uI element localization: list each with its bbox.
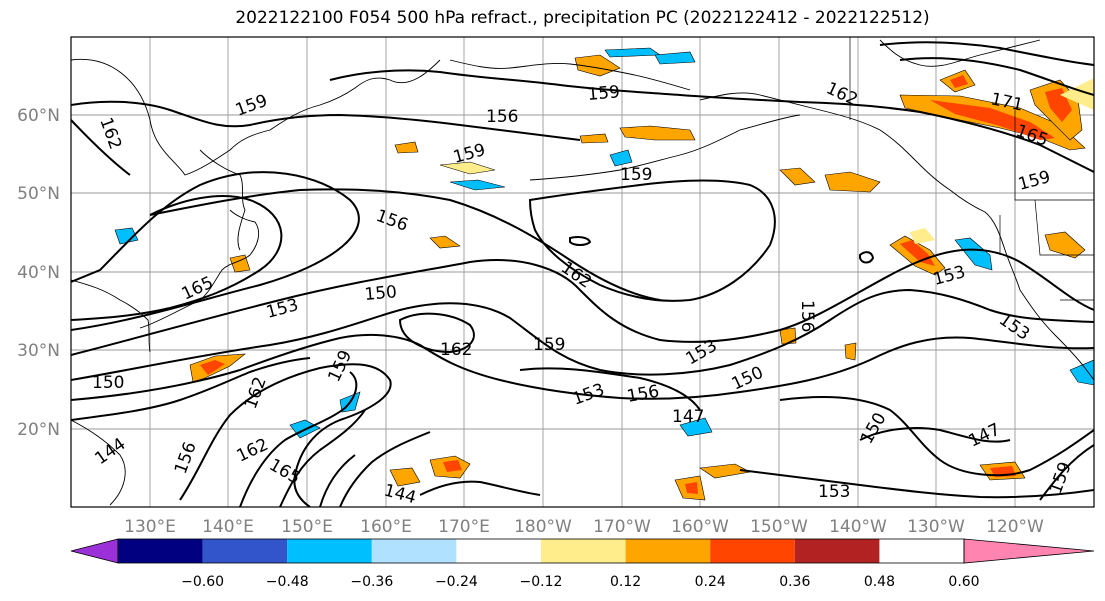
colorbar-ticks: −0.60 −0.48 −0.36 −0.24 −0.12 0.12 0.24 … bbox=[181, 574, 979, 590]
colorbar-tick: −0.24 bbox=[435, 574, 478, 590]
contour-label: 159 bbox=[587, 82, 621, 105]
colorbar-tick: 0.24 bbox=[695, 574, 726, 590]
lon-label: 130°E bbox=[124, 517, 176, 537]
colorbar-segment bbox=[118, 539, 203, 563]
colorbar-tick: −0.48 bbox=[266, 574, 309, 590]
map-title: 2022122100 F054 500 hPa refract., precip… bbox=[235, 8, 930, 28]
colorbar: −0.60 −0.48 −0.36 −0.24 −0.12 0.12 0.24 … bbox=[70, 538, 1095, 590]
contour-label: 150 bbox=[92, 373, 124, 393]
colorbar-segment bbox=[202, 539, 288, 563]
lon-label: 160°E bbox=[360, 517, 412, 537]
colorbar-segment bbox=[371, 539, 457, 563]
colorbar-segment bbox=[794, 539, 880, 563]
contour-label: 162 bbox=[440, 340, 472, 360]
lon-label: 130°W bbox=[907, 517, 965, 537]
lon-label: 140°W bbox=[829, 517, 887, 537]
colorbar-tick: 0.36 bbox=[779, 574, 810, 590]
colorbar-tick: −0.60 bbox=[181, 574, 224, 590]
colorbar-segment bbox=[287, 539, 372, 563]
political-borders bbox=[849, 37, 1094, 301]
lon-label: 170°E bbox=[438, 517, 490, 537]
lon-label: 120°W bbox=[986, 517, 1044, 537]
lat-label: 60°N bbox=[17, 106, 60, 126]
colorbar-extend-high bbox=[963, 538, 1095, 564]
contour-label: 150 bbox=[364, 282, 398, 305]
contour-label: 156 bbox=[797, 300, 817, 332]
colorbar-tick: −0.12 bbox=[520, 574, 563, 590]
longitude-labels: 130°E 140°E 150°E 160°E 170°E 180°W 170°… bbox=[124, 517, 1044, 537]
contour-label: 147 bbox=[672, 407, 704, 427]
colorbar-segment bbox=[541, 539, 626, 563]
colorbar-tick: 0.12 bbox=[610, 574, 641, 590]
refractivity-contours bbox=[71, 41, 1094, 507]
contour-label: 153 bbox=[818, 482, 850, 502]
colorbar-segment bbox=[625, 539, 711, 563]
lat-label: 30°N bbox=[17, 341, 60, 361]
contour-label: 159 bbox=[620, 165, 652, 185]
lon-label: 150°E bbox=[281, 517, 333, 537]
lon-label: 150°W bbox=[750, 517, 808, 537]
colorbar-tick: 0.48 bbox=[864, 574, 895, 590]
colorbar-extend-low bbox=[70, 538, 119, 564]
colorbar-segment bbox=[710, 539, 795, 563]
lat-label: 50°N bbox=[17, 184, 60, 204]
precip-shading bbox=[114, 47, 1094, 501]
lat-label: 20°N bbox=[17, 420, 60, 440]
lon-label: 160°W bbox=[671, 517, 729, 537]
lat-label: 40°N bbox=[17, 263, 60, 283]
colorbar-tick: −0.36 bbox=[350, 574, 393, 590]
colorbar-tick: 0.60 bbox=[948, 574, 979, 590]
colorbar-segment bbox=[456, 539, 541, 563]
lon-label: 140°E bbox=[202, 517, 254, 537]
lon-label: 180°W bbox=[514, 517, 572, 537]
latitude-labels: 60°N 50°N 40°N 30°N 20°N bbox=[17, 106, 60, 440]
contour-label: 159 bbox=[533, 335, 565, 355]
contour-label: 156 bbox=[486, 107, 518, 127]
map-frame bbox=[70, 36, 1095, 508]
lon-label: 170°W bbox=[593, 517, 651, 537]
